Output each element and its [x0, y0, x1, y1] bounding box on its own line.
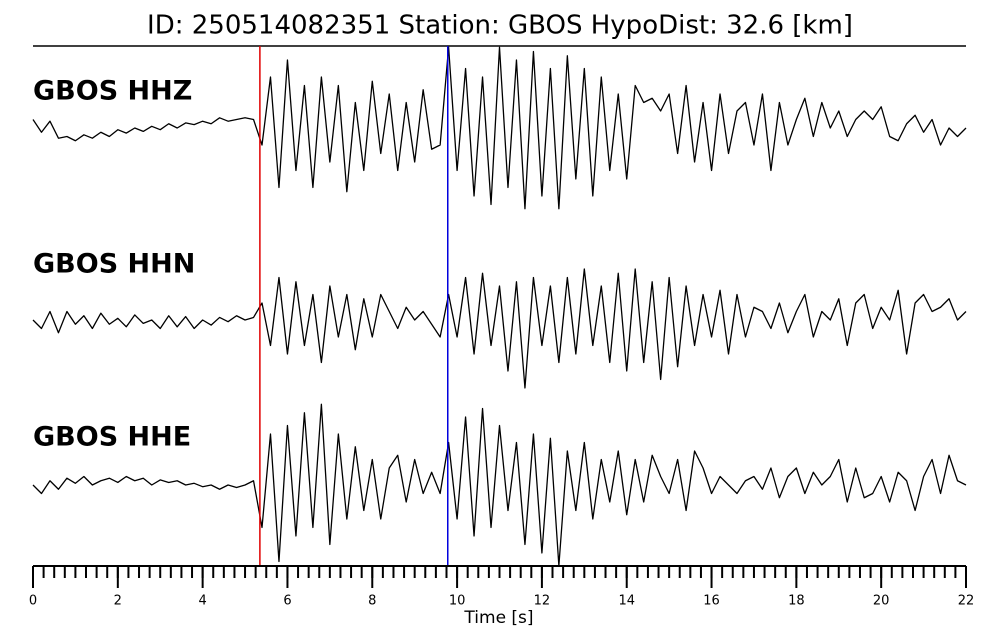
x-tick-label: 20 [873, 594, 890, 609]
x-tick-label: 14 [618, 594, 635, 609]
chart-title: ID: 250514082351 Station: GBOS HypoDist:… [147, 11, 853, 41]
x-tick-label: 8 [368, 594, 376, 609]
x-tick-label: 16 [703, 594, 720, 609]
trace [32, 403, 967, 567]
trace [32, 46, 967, 210]
trace-label: GBOS HHE [33, 422, 191, 453]
x-tick-label: 0 [29, 594, 37, 609]
x-tick-label: 12 [534, 594, 551, 609]
x-tick-label: 18 [788, 594, 805, 609]
x-tick-label: 10 [449, 594, 466, 609]
trace-label: GBOS HHZ [33, 76, 192, 107]
x-tick-label: 4 [198, 594, 206, 609]
x-axis-label: Time [s] [463, 608, 533, 628]
x-tick-label: 22 [958, 594, 975, 609]
x-tick-label: 2 [114, 594, 122, 609]
trace-label: GBOS HHN [33, 249, 195, 280]
trace [32, 268, 967, 389]
x-tick-label: 6 [283, 594, 291, 609]
